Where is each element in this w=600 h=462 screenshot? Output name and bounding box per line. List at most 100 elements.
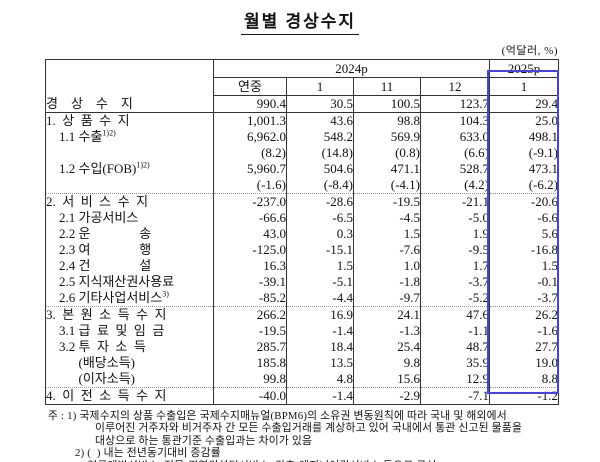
table-row: 1.2 수입(FOB)1)2) 5,960.7 504.6 471.1 528.… (46, 161, 559, 177)
row-label: 1. 상 품 수 지 (46, 113, 130, 128)
cell-2024-jan: 1.5 (286, 258, 354, 274)
row-label: 2.5 지식재산권사용료 (46, 274, 175, 289)
cell-2024-nov: 1.5 (353, 226, 421, 242)
table-group-header-row: 2024p 2025p (46, 59, 559, 78)
cell-2025-jan: -1.6 (489, 323, 559, 339)
cell-2025-jan: 27.7 (489, 339, 559, 355)
cell-2024-nov: -19.5 (353, 193, 421, 210)
cell-annual: -19.5 (213, 323, 287, 339)
note-line: 주 : 1) 국제수지의 상품 수출입은 국제수지매뉴얼(BPM6)의 소유권 … (48, 410, 507, 422)
col-2025-jan: 1 (489, 77, 559, 96)
row-label: 2.4 건 설 (46, 258, 152, 273)
cell-annual: -85.2 (213, 290, 287, 307)
cell-2025-jan: 473.1 (489, 161, 559, 177)
cell-2024-jan: 504.6 (286, 161, 354, 177)
table-row: (이자소득) 99.8 4.8 15.6 12.9 8.8 (46, 371, 559, 388)
cell-annual: 6,962.0 (213, 129, 287, 145)
cell-2025-jan: 8.8 (489, 371, 559, 388)
cell-2024-jan: 43.6 (286, 112, 354, 129)
row-label: 3. 본 원 소 득 수 지 (45, 306, 214, 323)
cell-2024-nov: 471.1 (353, 161, 421, 177)
cell-annual: 5,960.7 (213, 161, 287, 177)
table-row: (8.2) (14.8) (0.8) (6.6) (-9.1) (46, 145, 559, 161)
cell-2024-nov: 24.1 (353, 306, 421, 323)
cell-2024-jan: -28.6 (286, 193, 354, 210)
cell-2024-nov: -4.5 (353, 210, 421, 226)
col-2024-dec: 12 (420, 77, 490, 96)
cell-2024-dec: 47.6 (420, 306, 490, 323)
monthly-current-account-table: 2024p 2025p 연중 1 11 12 1 경 상 수 지 990.4 3… (45, 59, 559, 405)
cell-2025-jan: 1.5 (489, 258, 559, 274)
table-row: 2.4 건 설 16.3 1.5 1.0 1.7 1.5 (46, 258, 559, 274)
cell-2025-jan: 498.1 (489, 129, 559, 145)
cell-2024-nov: 15.6 (353, 371, 421, 388)
cell-2024-nov: 25.4 (353, 339, 421, 355)
cell-2024-dec: -5.2 (420, 290, 490, 307)
cell-2024-dec: 1.7 (420, 258, 490, 274)
cell-2024-dec: -5.0 (420, 210, 490, 226)
cell-2025-jan: 26.2 (489, 306, 559, 323)
cell-2024-dec: 123.7 (420, 95, 490, 113)
cell-2025-jan: -6.6 (489, 210, 559, 226)
cell-2024-dec: 104.3 (420, 112, 490, 129)
cell-2025-jan: -1.2 (489, 387, 559, 405)
unit-label: (억달러, %) (501, 45, 558, 57)
cell-2025-jan: 29.4 (489, 95, 559, 113)
note-line: 2) ( ) 내는 전년동기대비 증감률 (75, 447, 221, 460)
cell-2024-jan: 548.2 (286, 129, 354, 145)
cell-2024-nov: (-4.1) (353, 177, 421, 194)
cell-2024-dec: 12.9 (420, 371, 490, 388)
table-body: 경 상 수 지 990.4 30.5 100.5 123.7 29.4 1. 상… (45, 95, 559, 405)
cell-2025-jan: -3.7 (489, 290, 559, 307)
row-label (46, 145, 214, 161)
cell-2024-jan: -5.1 (286, 274, 354, 290)
cell-2025-jan: 5.6 (489, 226, 559, 242)
cell-annual: (-1.6) (213, 177, 287, 194)
col-2024-nov: 11 (353, 77, 421, 96)
cell-2024-jan: 30.5 (286, 95, 354, 113)
row-label: 2. 서 비 스 수 지 (45, 193, 214, 210)
note-line: 이루어진 거주자와 비거주자 간 모든 수출입거래를 계상하고 있어 국내에서 … (95, 422, 523, 435)
row-label: (배당소득) (46, 355, 136, 370)
row-label: 경 상 수 지 (45, 95, 214, 113)
row-label: 1.1 수출1)2) (46, 129, 116, 144)
cell-annual: -66.6 (213, 210, 287, 226)
cell-annual: 43.0 (213, 226, 287, 242)
cell-2024-nov: -2.9 (353, 387, 421, 405)
cell-2024-nov: (0.8) (353, 145, 421, 161)
cell-annual: 990.4 (213, 95, 287, 113)
cell-annual: -39.1 (213, 274, 287, 290)
row-label: 2.1 가공서비스 (46, 210, 139, 225)
cell-2024-nov: 98.8 (353, 112, 421, 129)
cell-2024-dec: -7.1 (420, 387, 490, 405)
table-row: 3.1 급 료 및 임 금 -19.5 -1.4 -1.3 -1.1 -1.6 (46, 323, 559, 339)
note-line: 대상으로 하는 통관기준 수출입과는 차이가 있음 (95, 434, 313, 447)
table-row: 2.1 가공서비스 -66.6 -6.5 -4.5 -5.0 -6.6 (46, 210, 559, 226)
cell-2024-jan: -1.4 (286, 387, 354, 405)
cell-2024-dec: -9.5 (420, 242, 490, 258)
table-row: 1. 상 품 수 지 1,001.3 43.6 98.8 104.3 25.0 (46, 112, 559, 129)
cell-2024-jan: 13.5 (286, 355, 354, 371)
cell-2025-jan: 25.0 (489, 112, 559, 129)
cell-2024-jan: 16.9 (286, 306, 354, 323)
cell-annual: 1,001.3 (213, 112, 287, 129)
table-row: 2. 서 비 스 수 지 -237.0 -28.6 -19.5 -21.1 -2… (45, 193, 559, 210)
cell-2025-jan: -16.8 (489, 242, 559, 258)
table-row: 2.5 지식재산권사용료 -39.1 -5.1 -1.8 -3.7 -0.1 (46, 274, 559, 290)
cell-annual: 285.7 (213, 339, 287, 355)
cell-2024-jan: -6.5 (286, 210, 354, 226)
table-row: (-1.6) (-8.4) (-4.1) (4.2) (-6.2) (46, 177, 559, 194)
cell-2024-dec: 528.7 (420, 161, 490, 177)
table-row: 경 상 수 지 990.4 30.5 100.5 123.7 29.4 (45, 95, 559, 113)
notes-section: 주 : 1) 국제수지의 상품 수출입은 국제수지매뉴얼(BPM6)의 소유권 … (48, 410, 600, 462)
table-row: 2.3 여 행 -125.0 -15.1 -7.6 -9.5 -16.8 (46, 242, 559, 258)
cell-annual: 99.8 (213, 371, 287, 388)
cell-2025-jan: 19.0 (489, 355, 559, 371)
cell-2024-nov: 1.0 (353, 258, 421, 274)
cell-annual: 266.2 (213, 306, 287, 323)
year-2025-header: 2025p (489, 59, 559, 78)
cell-2024-dec: -3.7 (420, 274, 490, 290)
cell-2024-dec: (6.6) (420, 145, 490, 161)
table-subheader-row: 연중 1 11 12 1 (46, 77, 559, 96)
